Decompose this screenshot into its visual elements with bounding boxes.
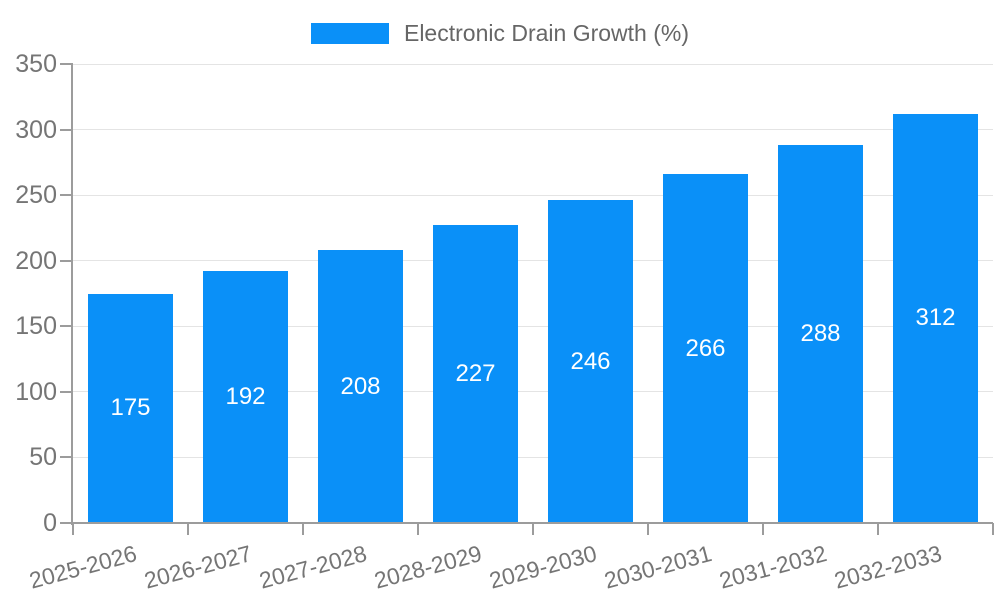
bar[interactable]	[548, 200, 633, 523]
y-axis-tick	[60, 522, 73, 524]
x-axis-category-label: 2029-2030	[485, 540, 599, 594]
bar[interactable]	[88, 293, 173, 523]
legend-swatch	[310, 23, 389, 44]
y-axis-line	[71, 64, 73, 525]
y-axis-tick	[60, 456, 73, 459]
y-axis-tick	[60, 390, 73, 393]
legend-item[interactable]: Electronic Drain Growth (%)	[0, 20, 1000, 47]
bar[interactable]	[318, 250, 403, 523]
x-axis-category-label: 2032-2033	[830, 540, 944, 594]
y-axis-tick	[60, 63, 73, 65]
bar[interactable]	[203, 271, 288, 523]
y-axis-tick	[60, 128, 73, 131]
y-axis-tick-label: 300	[15, 115, 57, 144]
x-axis-category-label: 2030-2031	[600, 540, 714, 594]
gridline	[73, 63, 993, 65]
y-axis-tick	[60, 259, 73, 262]
x-axis-category-label: 2025-2026	[25, 540, 139, 594]
gridline	[73, 325, 993, 327]
bar[interactable]	[433, 225, 518, 523]
x-axis-tick	[762, 523, 764, 535]
gridline	[73, 129, 993, 131]
x-axis-tick	[992, 523, 994, 535]
x-axis-category-label: 2028-2029	[370, 540, 484, 594]
x-axis-category-label: 2031-2032	[715, 540, 829, 594]
x-axis-tick	[417, 523, 419, 535]
y-axis-tick-label: 0	[43, 509, 57, 537]
bar[interactable]	[893, 113, 978, 523]
x-axis-tick	[302, 523, 304, 535]
gridline	[73, 194, 993, 196]
x-axis-category-label: 2027-2028	[255, 540, 369, 594]
y-axis-tick-label: 200	[15, 246, 57, 275]
x-axis-category-label: 2026-2027	[140, 540, 254, 594]
y-axis-tick	[60, 325, 73, 328]
legend-label: Electronic Drain Growth (%)	[403, 20, 690, 46]
x-axis-tick	[187, 523, 189, 535]
y-axis-tick	[60, 194, 73, 197]
x-axis-tick	[72, 523, 74, 535]
x-axis-tick	[647, 523, 649, 535]
gridline	[73, 456, 993, 458]
y-axis-tick-label: 350	[15, 50, 57, 78]
x-axis-tick	[877, 523, 879, 535]
y-axis-tick-label: 100	[15, 377, 57, 406]
y-axis-tick-label: 150	[15, 312, 57, 341]
gridline	[73, 260, 993, 262]
bar[interactable]	[778, 145, 863, 523]
x-axis-line	[73, 522, 993, 524]
y-axis-tick-label: 250	[15, 181, 57, 210]
x-axis-tick	[532, 523, 534, 535]
gridline	[73, 391, 993, 393]
bar[interactable]	[663, 174, 748, 523]
y-axis-tick-label: 50	[29, 443, 57, 472]
